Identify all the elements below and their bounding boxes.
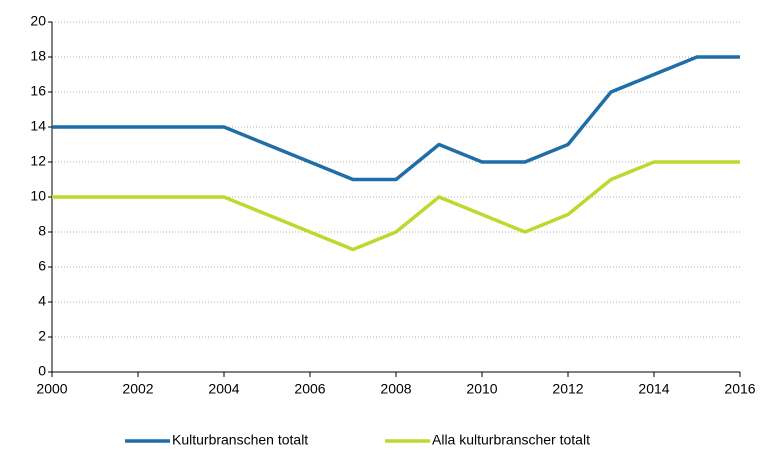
y-tick-label: 20 [30, 13, 46, 29]
y-tick-label: 18 [30, 48, 46, 64]
x-tick-label: 2006 [294, 381, 325, 397]
line-series [52, 55, 740, 182]
x-tick-label: 2008 [380, 381, 411, 397]
y-tick-label: 0 [38, 363, 46, 379]
y-tick-label: 14 [30, 118, 46, 134]
x-tick-label: 2000 [36, 381, 67, 397]
y-tick-label: 10 [30, 188, 46, 204]
y-tick-label: 16 [30, 83, 46, 99]
x-tick-label: 2010 [466, 381, 497, 397]
y-tick-label: 12 [30, 153, 46, 169]
legend-label: Kulturbranschen totalt [172, 432, 308, 448]
x-tick-label: 2014 [638, 381, 669, 397]
x-tick-label: 2004 [208, 381, 239, 397]
y-tick-label: 2 [38, 328, 46, 344]
y-tick-label: 8 [38, 223, 46, 239]
y-tick-label: 6 [38, 258, 46, 274]
legend-label: Alla kulturbranscher totalt [432, 432, 590, 448]
x-tick-label: 2002 [122, 381, 153, 397]
line-series [52, 160, 740, 252]
x-tick-label: 2016 [724, 381, 755, 397]
x-tick-label: 2012 [552, 381, 583, 397]
y-tick-label: 4 [38, 293, 46, 309]
